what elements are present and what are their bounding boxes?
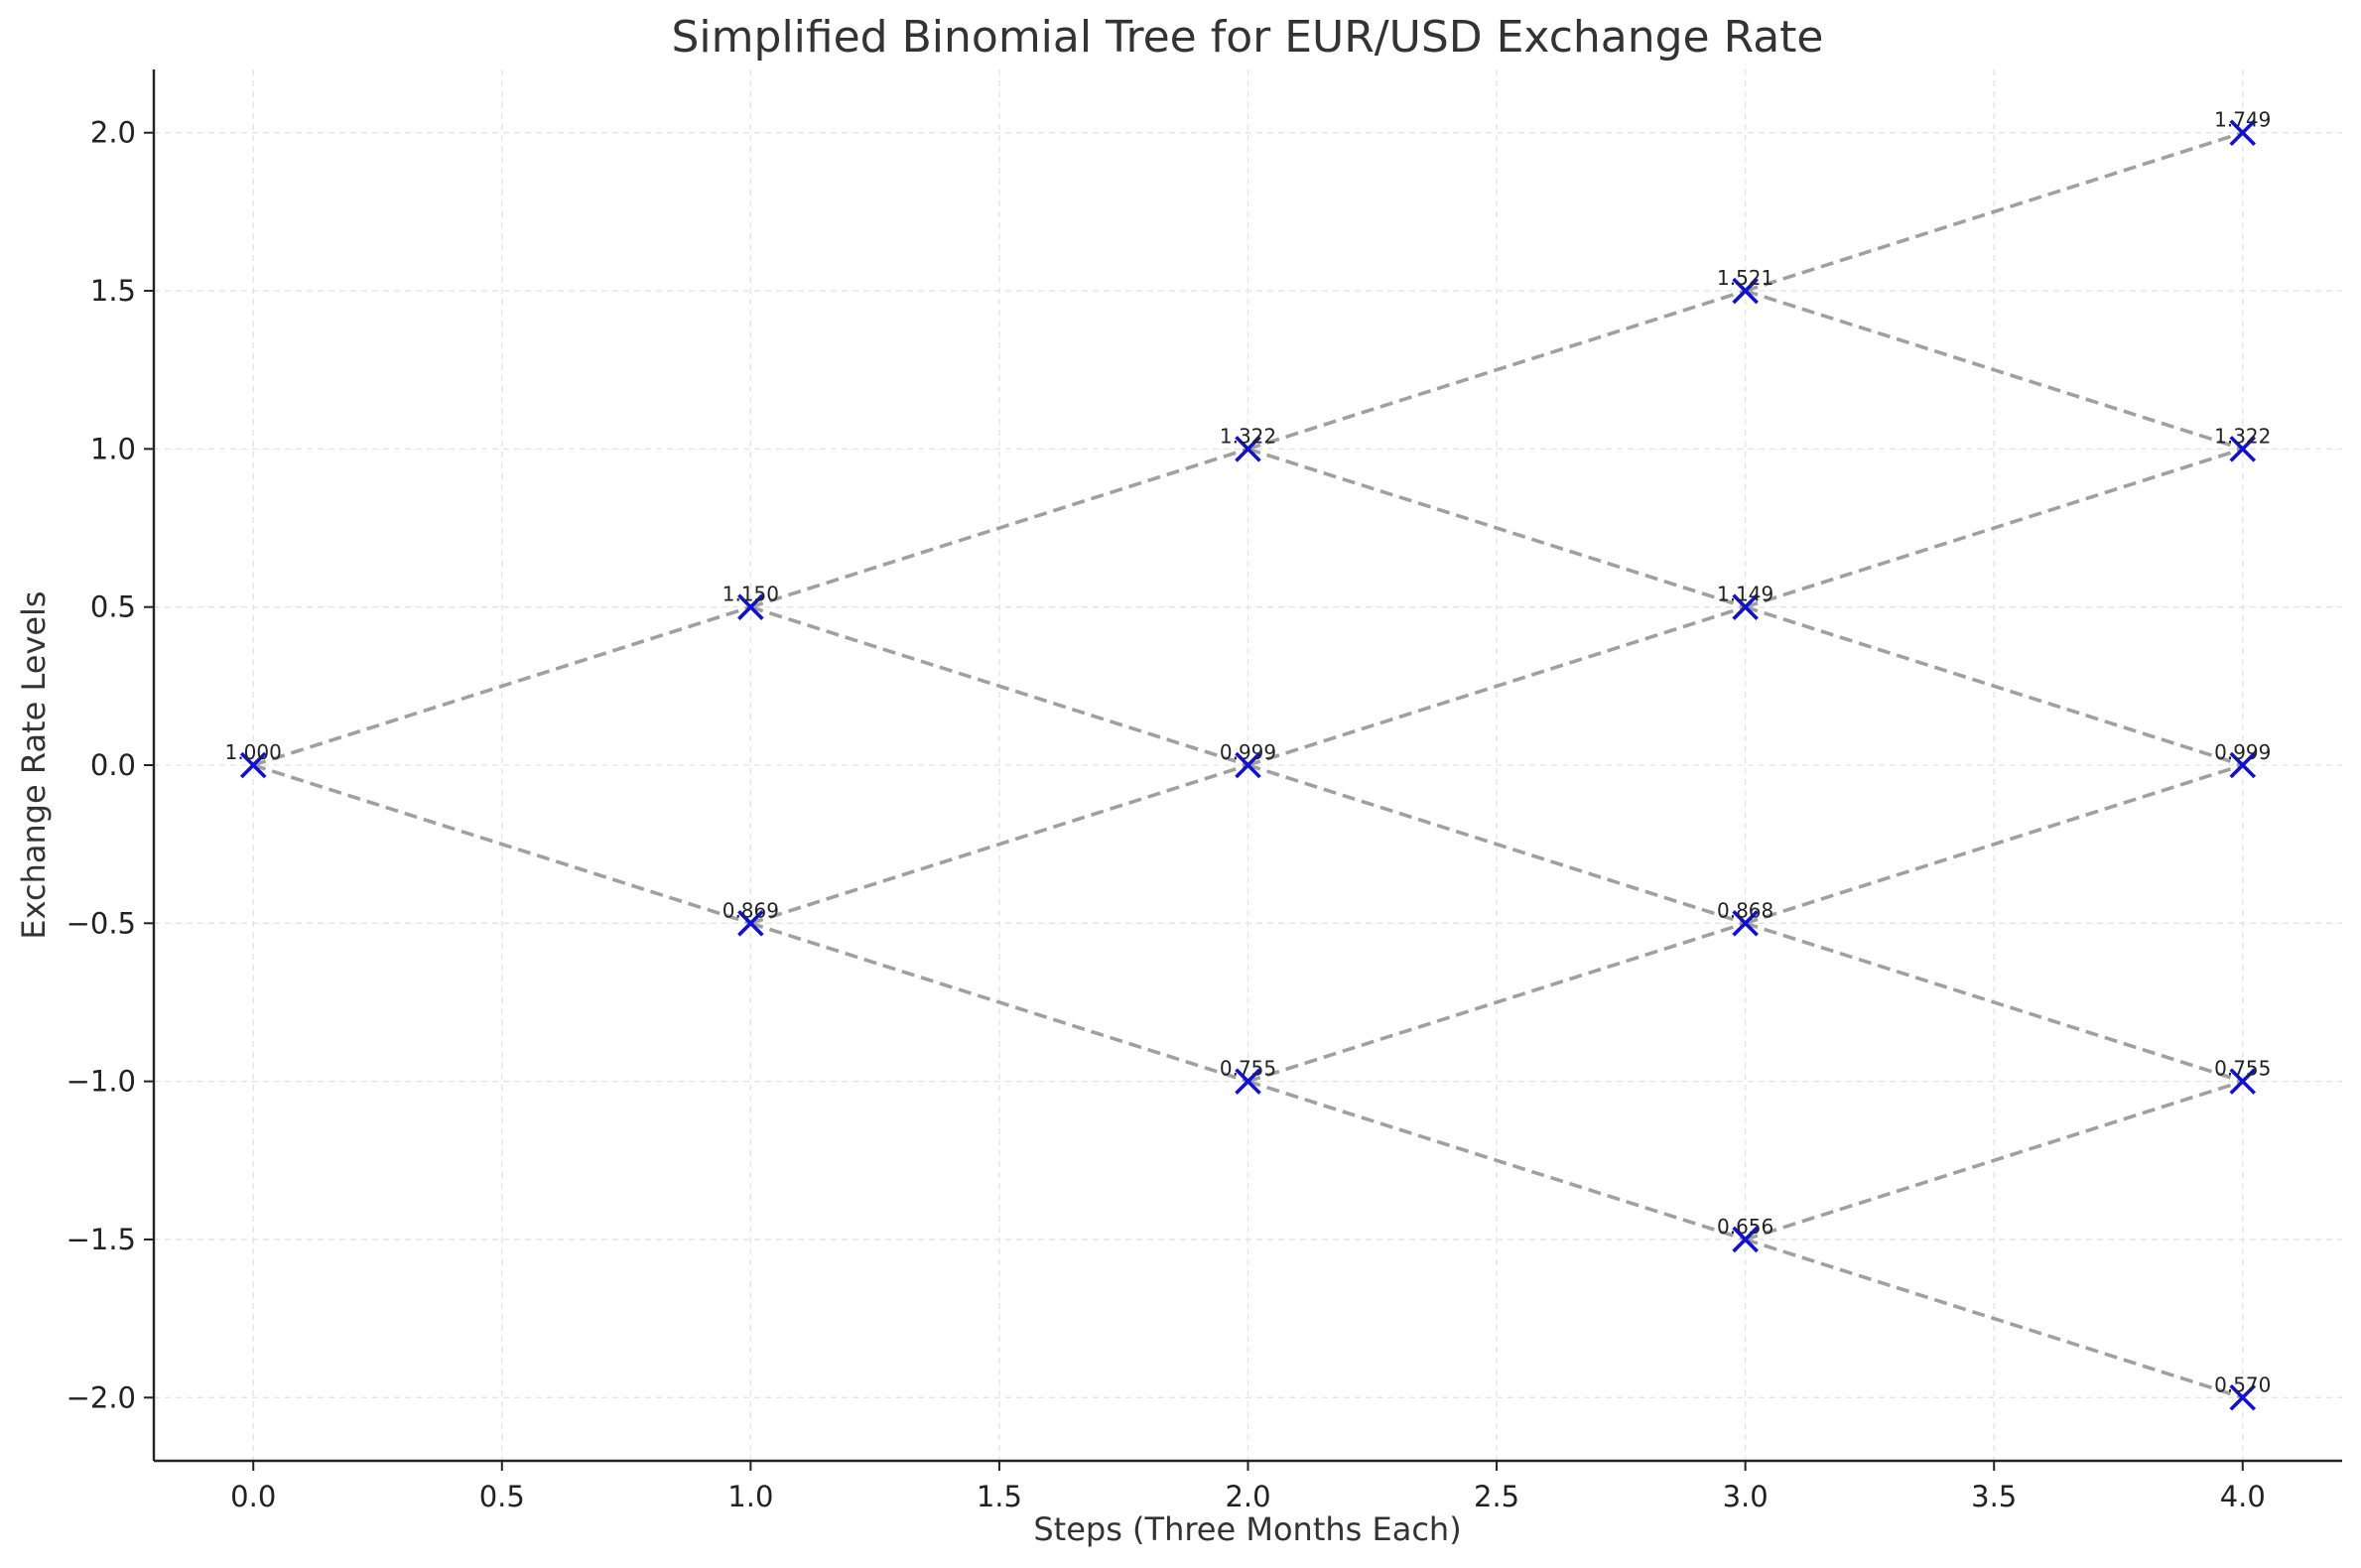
tree-edge (749, 447, 1249, 609)
node-marker (2229, 119, 2257, 147)
node-marker (2229, 1068, 2257, 1095)
y-tick-label: −1.5 (66, 1223, 136, 1256)
tree-edge (1246, 1079, 1747, 1241)
node-value-label: 0.999 (1220, 740, 1276, 764)
node-value-label: 0.869 (722, 898, 779, 922)
node-marker (2229, 751, 2257, 779)
node-value-label: 1.150 (722, 583, 779, 606)
tree-edge (1745, 763, 2244, 926)
label-layer: 1.000 1.150 0.869 1.322 0.999 0.755 1.521 1.149… (225, 108, 2272, 1397)
y-tick-label: 0.0 (90, 748, 136, 782)
y-tick-label: 1.0 (90, 432, 136, 465)
tree-edge (1745, 604, 2244, 767)
y-tick-label: −1.0 (66, 1065, 136, 1099)
node-marker (1732, 1226, 1759, 1253)
tree-edge (1246, 763, 1747, 926)
tree-edge (252, 763, 751, 926)
node-value-label: 0.755 (1220, 1057, 1276, 1081)
y-tick-label: 2.0 (90, 116, 136, 150)
x-tick-label: 3.5 (1971, 1480, 2017, 1513)
y-tick-label: 0.5 (90, 590, 136, 624)
node-marker (1235, 1068, 1261, 1095)
tree-edge (1246, 289, 1747, 452)
node-marker (1732, 910, 1759, 937)
node-value-label: 1.749 (2214, 108, 2271, 132)
x-tick-label: 2.0 (1225, 1480, 1270, 1513)
tree-edge (252, 604, 751, 767)
node-value-label: 1.322 (2214, 424, 2271, 448)
tree-edge (1246, 447, 1747, 609)
node-marker (737, 910, 764, 937)
node-value-label: 1.000 (225, 740, 282, 764)
x-axis-label: Steps (Three Months Each) (1033, 1510, 1461, 1548)
node-value-label: 0.999 (2214, 740, 2271, 764)
tree-edge (749, 604, 1249, 767)
tree-edge (1745, 131, 2244, 293)
node-marker (1732, 593, 1759, 620)
y-tick-layer: 2.0 1.5 1.0 0.5 0.0 −0.5 −1.0 −1.5 −2.0 (66, 116, 154, 1414)
edge-layer (252, 131, 2244, 1399)
x-tick-label: 1.5 (977, 1480, 1022, 1513)
tree-edge (1246, 921, 1747, 1084)
y-axis-label: Exchange Rate Levels (15, 590, 53, 939)
x-tick-label: 0.0 (230, 1480, 276, 1513)
x-tick-label: 0.5 (479, 1480, 525, 1513)
node-marker (1235, 436, 1261, 462)
tree-edge (1745, 921, 2244, 1084)
node-value-label: 0.656 (1717, 1215, 1773, 1239)
node-value-label: 1.322 (1220, 424, 1276, 448)
node-marker (2229, 1383, 2257, 1411)
node-marker (1235, 751, 1261, 779)
x-tick-label: 1.0 (727, 1480, 773, 1513)
y-tick-label: 1.5 (90, 274, 136, 308)
node-marker (737, 593, 764, 620)
tree-edge (1246, 604, 1747, 767)
y-tick-label: −2.0 (66, 1380, 136, 1414)
node-marker (1732, 277, 1759, 305)
node-value-label: 1.521 (1717, 266, 1773, 290)
tree-edge (749, 921, 1249, 1084)
node-marker (2229, 436, 2257, 462)
chart-title: Simplified Binomial Tree for EUR/USD Exc… (672, 12, 1824, 63)
tree-edge (749, 763, 1249, 926)
x-tick-label: 3.0 (1723, 1480, 1769, 1513)
node-value-label: 1.149 (1717, 583, 1773, 606)
y-tick-label: −0.5 (66, 906, 136, 940)
tree-edge (1745, 289, 2244, 452)
tree-edge (1745, 447, 2244, 609)
node-marker (239, 751, 267, 779)
x-tick-label: 4.0 (2220, 1480, 2266, 1513)
node-value-label: 0.868 (1717, 898, 1773, 922)
x-tick-label: 2.5 (1474, 1480, 1519, 1513)
node-value-label: 0.755 (2214, 1057, 2271, 1081)
node-value-label: 0.570 (2214, 1372, 2271, 1396)
tree-edge (1745, 1238, 2244, 1399)
x-tick-layer: 0.0 0.5 1.0 1.5 2.0 2.5 3.0 3.5 4.0 (230, 1461, 2266, 1513)
tree-edge (1745, 1079, 2244, 1241)
marker-layer (239, 119, 2257, 1411)
